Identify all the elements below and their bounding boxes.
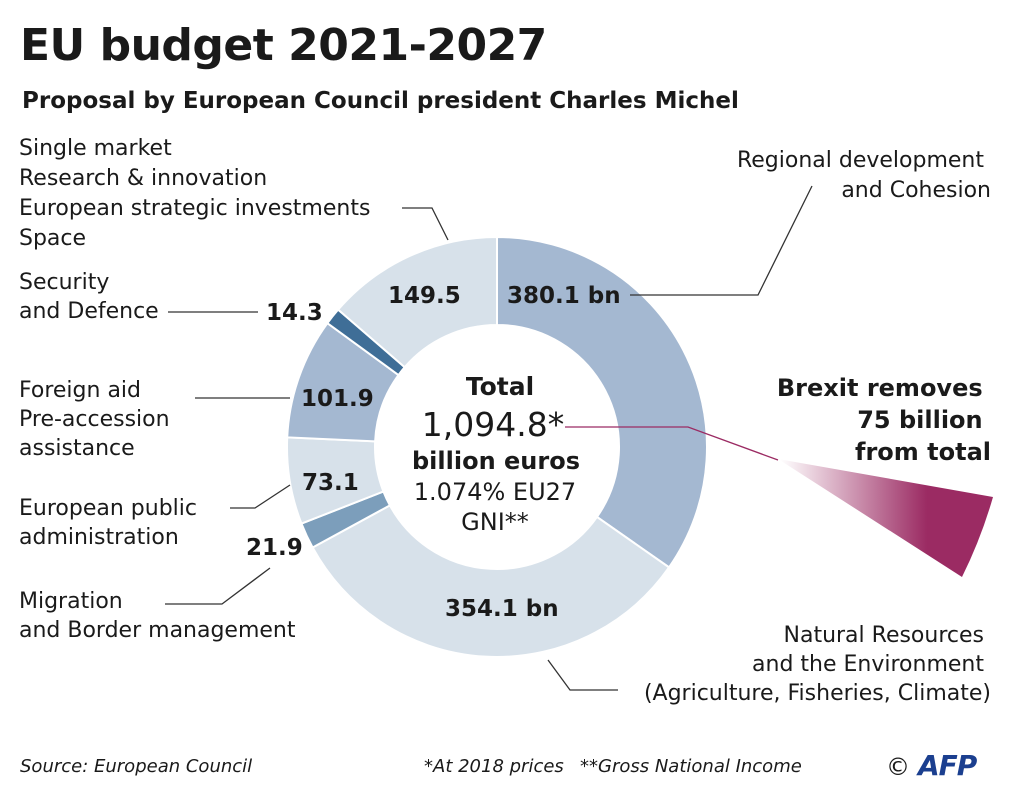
label-single-market-line: Space [19, 226, 86, 251]
leader-migration [165, 567, 271, 605]
value-foreign-aid: 101.9 [301, 386, 374, 412]
center-total-label: Total [466, 372, 534, 401]
brexit-note: Brexit removes 75 billion from total [777, 374, 991, 466]
brexit-note-line: Brexit removes [777, 374, 983, 402]
label-natural: Natural Resources and the Environment (A… [644, 623, 991, 706]
center-gni-percent: 1.074% EU27 [414, 478, 576, 506]
label-natural-line: (Agriculture, Fisheries, Climate) [644, 681, 991, 706]
label-public-admin: European public administration [19, 496, 204, 550]
donut-chart: Regional development and Cohesion Natura… [19, 136, 993, 706]
gni-footnote: **Gross National Income [580, 756, 802, 777]
label-natural-line: Natural Resources [784, 623, 985, 648]
price-footnote: *At 2018 prices [424, 756, 564, 777]
brexit-wedge [778, 459, 993, 577]
value-public-admin: 73.1 [302, 470, 359, 496]
label-single-market: Single market Research & innovation Euro… [19, 136, 377, 251]
value-security: 14.3 [266, 300, 323, 326]
label-migration: Migration and Border management [19, 589, 296, 643]
afp-logo-text: AFP [918, 749, 977, 782]
leader-regional [630, 185, 813, 296]
label-public-admin-line: European public [19, 496, 197, 521]
label-regional: Regional development and Cohesion [737, 148, 991, 203]
label-single-market-line: European strategic investments [19, 196, 370, 221]
center-unit: billion euros [412, 447, 580, 475]
label-security-line: and Defence [19, 299, 159, 324]
label-migration-line: and Border management [19, 618, 296, 643]
leader-public-admin [230, 484, 291, 509]
label-security-line: Security [19, 270, 109, 295]
chart-title: EU budget 2021-2027 [20, 20, 547, 71]
label-foreign-aid-line: Foreign aid [19, 378, 141, 403]
label-regional-line: Regional development [737, 148, 984, 173]
chart-subtitle: Proposal by European Council president C… [22, 88, 739, 114]
brexit-note-line: from total [855, 438, 991, 466]
label-migration-line: Migration [19, 589, 123, 614]
label-single-market-line: Single market [19, 136, 172, 161]
brexit-note-line: 75 billion [857, 406, 982, 434]
value-regional: 380.1 bn [507, 283, 621, 309]
label-foreign-aid-line: Pre-accession [19, 407, 170, 432]
label-foreign-aid: Foreign aid Pre-accession assistance [19, 378, 177, 461]
center-gni-label: GNI** [461, 508, 529, 536]
slice-single-market [336, 235, 498, 369]
value-migration: 21.9 [246, 535, 303, 561]
label-security: Security and Defence [19, 270, 159, 324]
leader-natural [547, 659, 618, 691]
value-natural: 354.1 bn [445, 596, 559, 622]
afp-logo: AFP [918, 749, 992, 782]
center-total-value: 1,094.8* [422, 405, 564, 444]
label-single-market-line: Research & innovation [19, 166, 267, 191]
label-regional-line: and Cohesion [841, 178, 991, 203]
label-natural-line: and the Environment [752, 652, 984, 677]
leader-single-market [402, 207, 449, 241]
source-note: Source: European Council [20, 756, 253, 777]
leader-brexit [565, 426, 779, 461]
label-public-admin-line: administration [19, 525, 179, 550]
label-foreign-aid-line: assistance [19, 436, 135, 461]
value-single-market: 149.5 [388, 283, 461, 309]
slice-regional-development [496, 235, 708, 569]
slice-natural-resources [311, 504, 671, 658]
copyright-icon: © [886, 753, 910, 781]
